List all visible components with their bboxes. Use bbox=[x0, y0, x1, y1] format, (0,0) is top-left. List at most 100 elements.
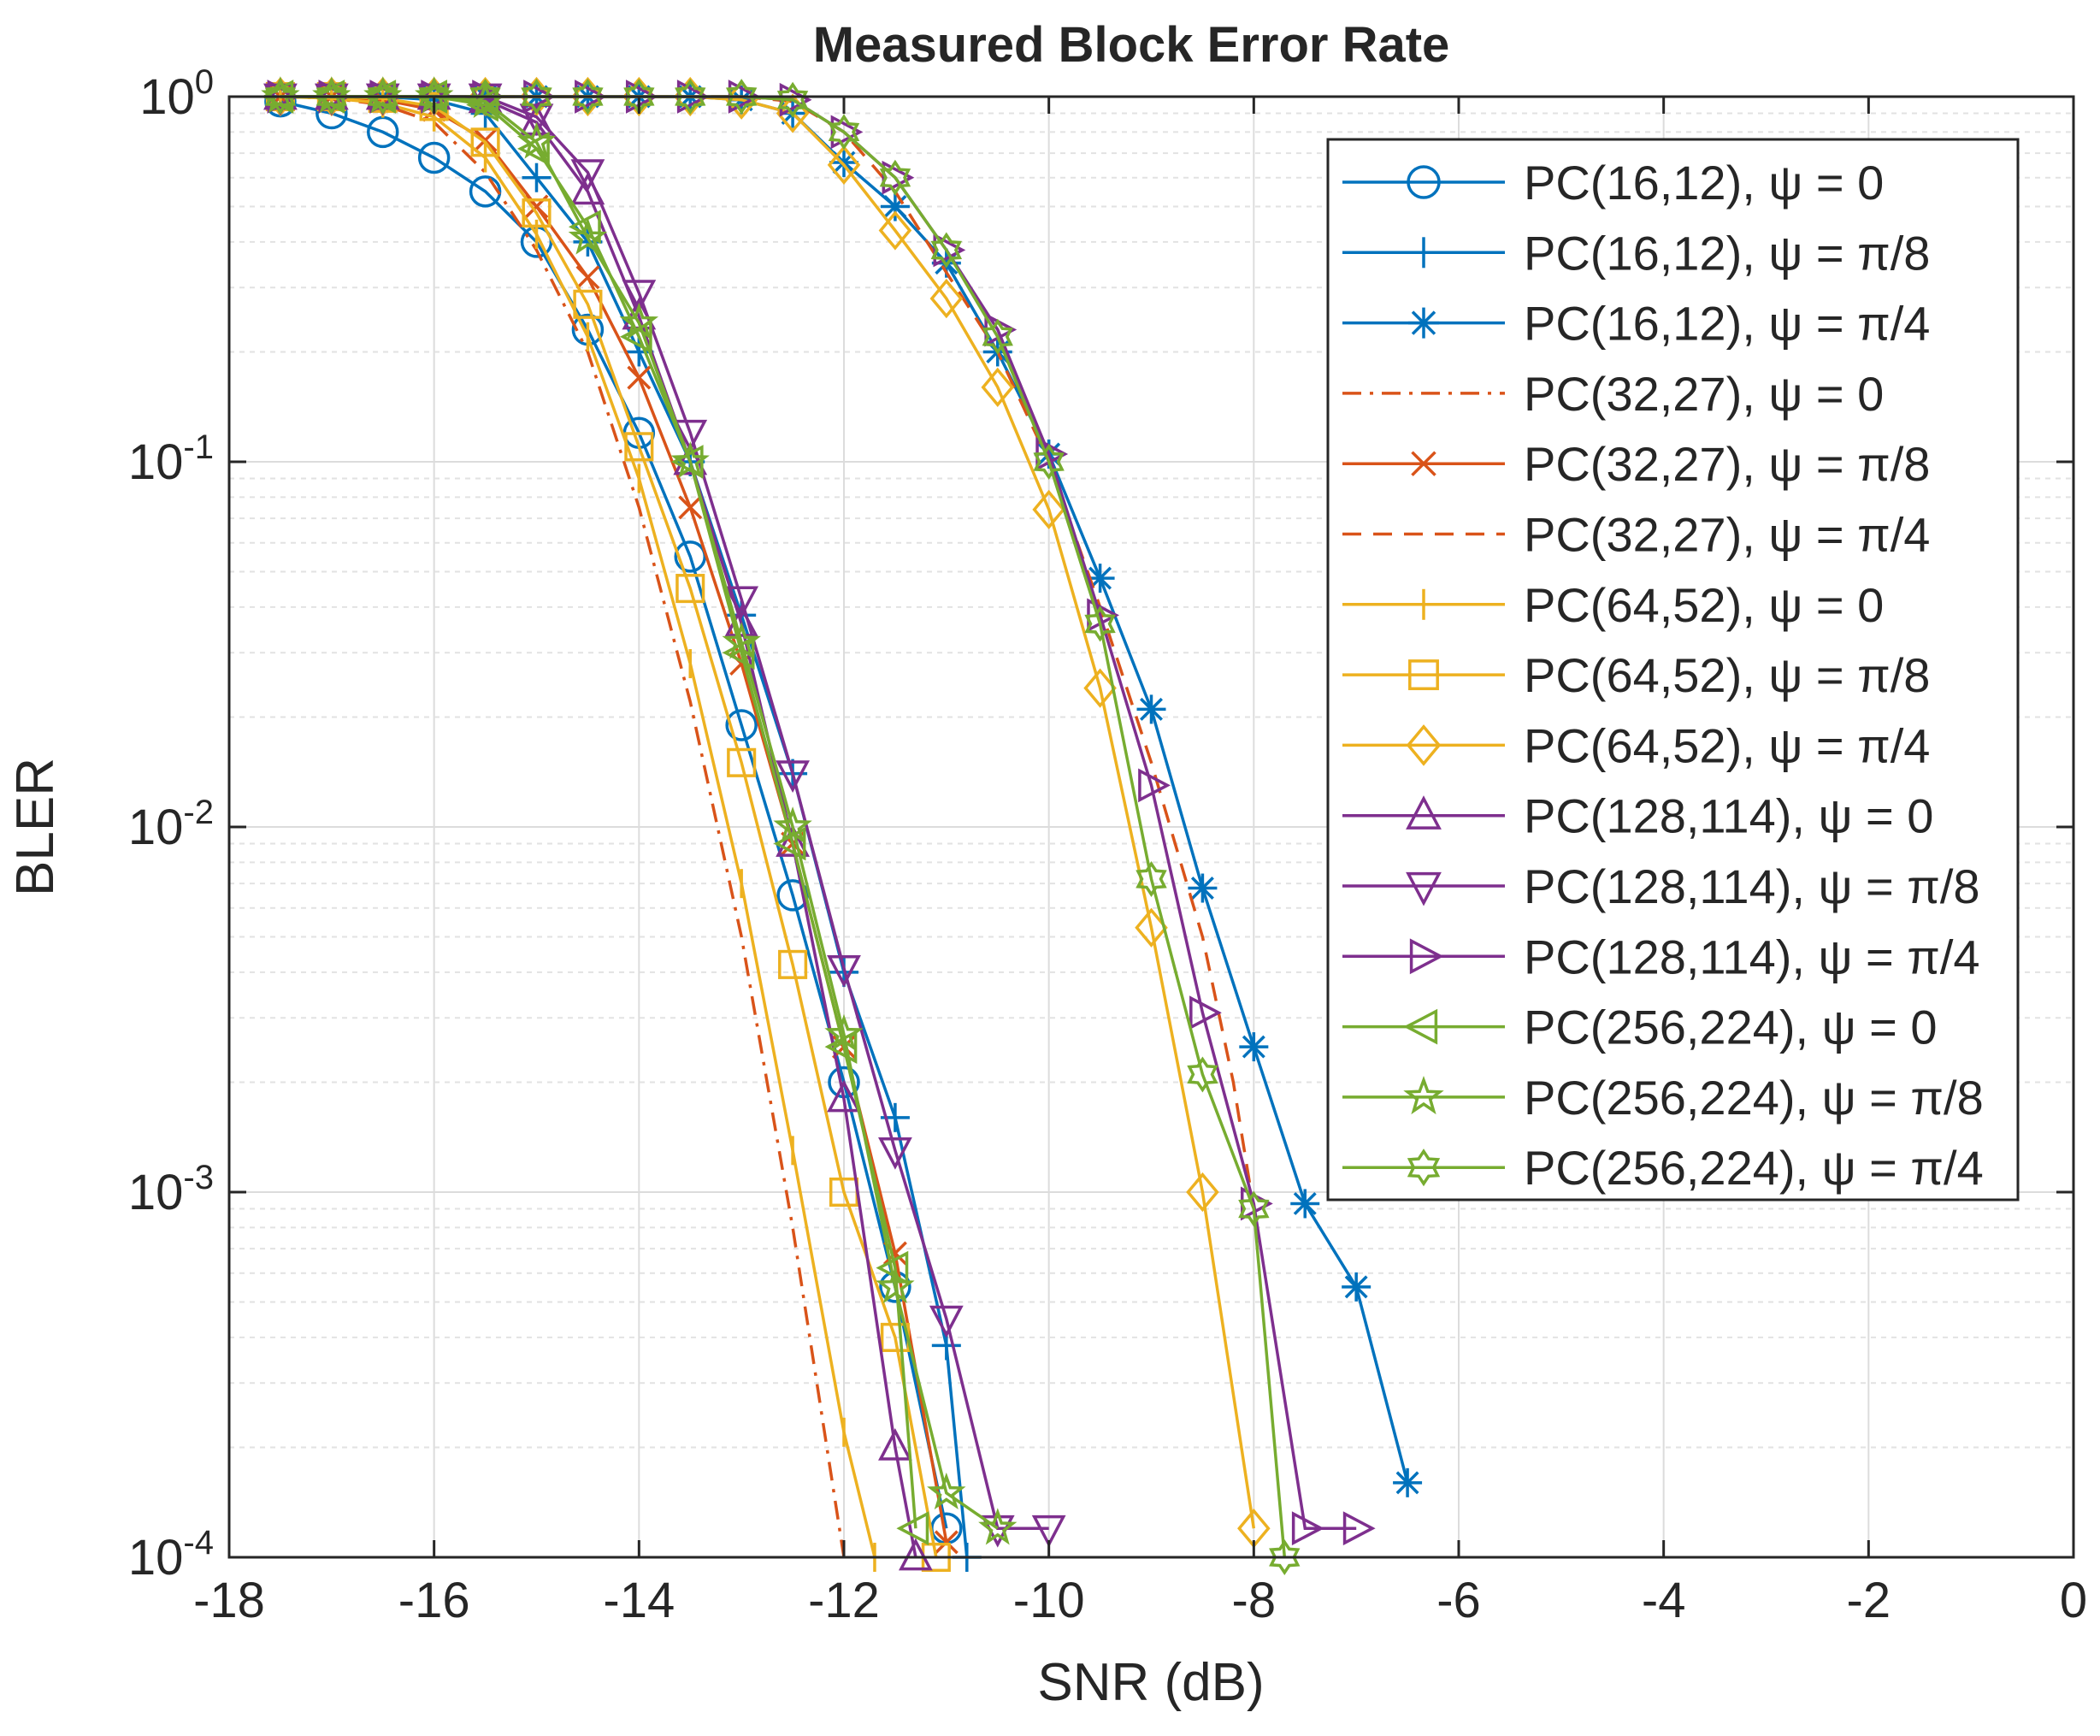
legend-item: PC(16,12), ψ = π/4 bbox=[1342, 297, 1930, 351]
data-point-marker bbox=[1403, 1075, 1444, 1115]
data-point-marker bbox=[828, 114, 860, 151]
data-point-marker bbox=[827, 1079, 861, 1113]
data-point-marker bbox=[675, 574, 705, 604]
data-point-marker bbox=[1083, 668, 1117, 708]
data-point-marker bbox=[725, 709, 758, 741]
data-point-marker bbox=[619, 302, 659, 340]
data-point-marker bbox=[824, 1013, 864, 1052]
y-tick-label: 100 bbox=[139, 63, 214, 125]
data-point-marker bbox=[673, 419, 708, 452]
legend-label: PC(32,27), ψ = 0 bbox=[1524, 367, 1884, 421]
data-point-marker bbox=[1408, 307, 1439, 339]
legend-label: PC(16,12), ψ = π/4 bbox=[1524, 297, 1930, 351]
data-point-marker bbox=[1238, 1190, 1270, 1227]
data-point-marker bbox=[1084, 605, 1116, 642]
data-point-marker bbox=[469, 79, 501, 115]
data-point-marker bbox=[522, 162, 552, 192]
legend-item: PC(128,114), ψ = 0 bbox=[1342, 789, 1933, 843]
data-point-marker bbox=[675, 79, 706, 115]
legend-label: PC(64,52), ψ = π/8 bbox=[1524, 648, 1930, 702]
legend-label: PC(64,52), ψ = π/4 bbox=[1524, 718, 1930, 772]
data-point-marker bbox=[882, 160, 915, 195]
data-point-marker bbox=[1342, 1511, 1376, 1546]
series-line bbox=[280, 95, 948, 1543]
data-point-marker bbox=[572, 79, 604, 115]
y-tick-label: 10-3 bbox=[128, 1159, 214, 1220]
data-point-marker bbox=[1290, 1189, 1320, 1219]
data-point-marker bbox=[876, 1267, 915, 1304]
x-tick-label: -8 bbox=[1232, 1573, 1277, 1628]
legend-label: PC(16,12), ψ = 0 bbox=[1524, 156, 1884, 210]
data-point-marker bbox=[1138, 768, 1171, 803]
data-point-marker bbox=[573, 289, 603, 319]
legend-item: PC(16,12), ψ = 0 bbox=[1342, 156, 1884, 210]
data-point-marker bbox=[896, 1511, 929, 1546]
data-point-marker bbox=[1188, 873, 1218, 903]
y-tick-label: 10-2 bbox=[128, 794, 214, 855]
data-point-marker bbox=[722, 622, 761, 659]
data-point-marker bbox=[674, 540, 706, 573]
data-point-marker bbox=[470, 127, 500, 157]
data-point-marker bbox=[724, 586, 759, 619]
data-point-marker bbox=[1186, 1172, 1219, 1213]
axis-ticks bbox=[227, 95, 2075, 1559]
data-point-marker bbox=[1407, 1148, 1441, 1187]
series-1 bbox=[264, 85, 963, 1544]
x-tick-label: -12 bbox=[808, 1573, 880, 1628]
data-point-marker bbox=[776, 760, 810, 794]
x-tick-label: -2 bbox=[1847, 1573, 1891, 1628]
data-point-marker bbox=[978, 1508, 1018, 1545]
data-point-marker bbox=[930, 232, 963, 269]
data-point-marker bbox=[829, 148, 858, 178]
legend-label: PC(256,224), ψ = 0 bbox=[1524, 1001, 1938, 1054]
data-point-marker bbox=[1407, 165, 1441, 199]
legend-label: PC(32,27), ψ = π/8 bbox=[1524, 437, 1930, 491]
data-point-marker bbox=[827, 954, 861, 988]
data-point-marker bbox=[879, 159, 911, 196]
y-axis-label: BLER bbox=[6, 758, 65, 896]
data-point-marker bbox=[1406, 724, 1442, 766]
data-point-marker bbox=[827, 145, 861, 186]
legend-item: PC(32,27), ψ = 0 bbox=[1342, 367, 1884, 421]
data-point-marker bbox=[1291, 1511, 1324, 1546]
data-point-marker bbox=[776, 824, 810, 857]
data-point-marker bbox=[1187, 1056, 1218, 1093]
data-point-marker bbox=[521, 79, 552, 115]
data-point-marker bbox=[316, 79, 348, 115]
data-point-marker bbox=[264, 79, 297, 115]
series-11 bbox=[263, 83, 1066, 1548]
data-point-marker bbox=[622, 280, 657, 313]
legend-label: PC(128,114), ψ = 0 bbox=[1524, 789, 1933, 843]
data-point-marker bbox=[1136, 694, 1166, 724]
data-point-marker bbox=[934, 1530, 959, 1555]
legend-item: PC(256,224), ψ = 0 bbox=[1342, 1001, 1938, 1054]
series-line bbox=[280, 99, 948, 1529]
chart-title: Measured Block Error Rate bbox=[813, 17, 1450, 73]
x-tick-label: -14 bbox=[603, 1573, 675, 1628]
data-point-marker bbox=[1403, 1008, 1438, 1045]
series-10 bbox=[263, 77, 933, 1571]
data-point-marker bbox=[516, 121, 557, 159]
data-point-marker bbox=[1342, 1272, 1371, 1302]
data-point-marker bbox=[568, 217, 608, 255]
legend-label: PC(128,114), ψ = π/4 bbox=[1524, 930, 1980, 983]
data-point-marker bbox=[1411, 451, 1436, 476]
data-point-marker bbox=[575, 265, 600, 290]
data-point-marker bbox=[927, 1472, 966, 1510]
data-point-marker bbox=[624, 432, 654, 462]
legend-item: PC(64,52), ψ = π/4 bbox=[1342, 718, 1930, 772]
data-point-marker bbox=[522, 198, 552, 228]
data-point-marker bbox=[1406, 795, 1442, 830]
data-point-marker bbox=[880, 192, 910, 221]
data-point-marker bbox=[778, 949, 808, 979]
legend-item: PC(128,114), ψ = π/4 bbox=[1342, 930, 1980, 983]
legend-item: PC(32,27), ψ = π/4 bbox=[1342, 508, 1930, 562]
data-point-marker bbox=[725, 79, 758, 115]
data-point-marker bbox=[830, 115, 864, 150]
data-point-marker bbox=[878, 1137, 912, 1170]
data-point-marker bbox=[776, 81, 809, 118]
data-point-marker bbox=[1408, 237, 1439, 269]
data-point-marker bbox=[727, 747, 757, 777]
x-tick-labels: -18 -16 -14 -12 -10 -8 -6 -4 -2 0 bbox=[193, 1573, 2087, 1628]
